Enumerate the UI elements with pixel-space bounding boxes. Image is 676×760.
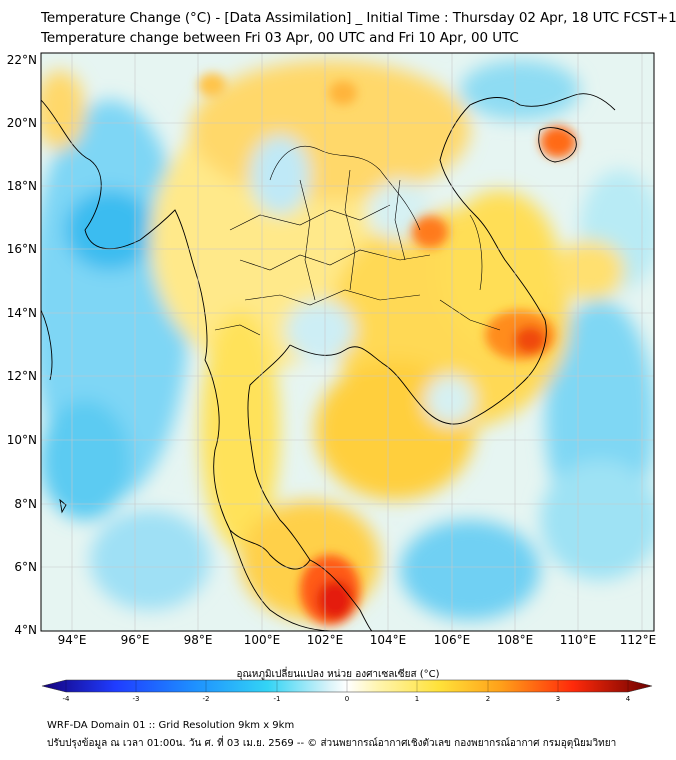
map-title: Temperature Change (°C) - [Data Assimila… bbox=[41, 10, 676, 26]
lat-label: 22°N bbox=[7, 53, 37, 67]
latitude-labels: 22°N 20°N 18°N 16°N 14°N 12°N 10°N 8°N 6… bbox=[7, 53, 37, 637]
temperature-field bbox=[41, 53, 654, 631]
footer-update-info: ปรับปรุงข้อมูล ณ เวลา 01:00น. วัน ศ. ที่… bbox=[47, 738, 617, 749]
colorbar-tick: 0 bbox=[345, 695, 349, 703]
lon-label: 102°E bbox=[307, 633, 344, 647]
lon-label: 112°E bbox=[620, 633, 657, 647]
footer-domain-info: WRF-DA Domain 01 :: Grid Resolution 9km … bbox=[47, 720, 295, 731]
colorbar-tick: 1 bbox=[415, 695, 419, 703]
colorbar-tick: -3 bbox=[133, 695, 140, 703]
colorbar-tick: -4 bbox=[63, 695, 71, 703]
colorbar: -4 -3 -2 -1 0 1 2 3 4 bbox=[41, 679, 653, 703]
lat-label: 12°N bbox=[7, 369, 37, 383]
lon-label: 96°E bbox=[121, 633, 150, 647]
lat-label: 4°N bbox=[14, 623, 37, 637]
lon-label: 106°E bbox=[434, 633, 471, 647]
lat-label: 8°N bbox=[14, 497, 37, 511]
lon-label: 110°E bbox=[560, 633, 597, 647]
map-subtitle: Temperature change between Fri 03 Apr, 0… bbox=[41, 30, 519, 46]
lon-label: 94°E bbox=[58, 633, 87, 647]
colorbar-tick: 2 bbox=[486, 695, 490, 703]
longitude-labels: 94°E 96°E 98°E 100°E 102°E 104°E 106°E 1… bbox=[58, 633, 657, 647]
lon-label: 100°E bbox=[244, 633, 281, 647]
colorbar-label: อุณหภูมิเปลี่ยนแปลง หน่วย องศาเซลเซียส (… bbox=[236, 669, 440, 680]
lat-label: 16°N bbox=[7, 242, 37, 256]
lat-label: 18°N bbox=[7, 179, 37, 193]
lat-label: 10°N bbox=[7, 433, 37, 447]
colorbar-tick: 3 bbox=[556, 695, 560, 703]
lon-label: 108°E bbox=[497, 633, 534, 647]
lat-label: 6°N bbox=[14, 560, 37, 574]
province-boundaries bbox=[214, 145, 501, 336]
coastlines-borders bbox=[41, 93, 616, 631]
map-frame bbox=[40, 52, 655, 632]
colorbar-tick: 4 bbox=[626, 695, 631, 703]
lon-label: 98°E bbox=[184, 633, 213, 647]
graticule bbox=[41, 53, 654, 631]
colorbar-tick: -2 bbox=[203, 695, 210, 703]
lat-label: 14°N bbox=[7, 306, 37, 320]
lon-label: 104°E bbox=[370, 633, 407, 647]
colorbar-tick: -1 bbox=[274, 695, 281, 703]
lat-label: 20°N bbox=[7, 116, 37, 130]
